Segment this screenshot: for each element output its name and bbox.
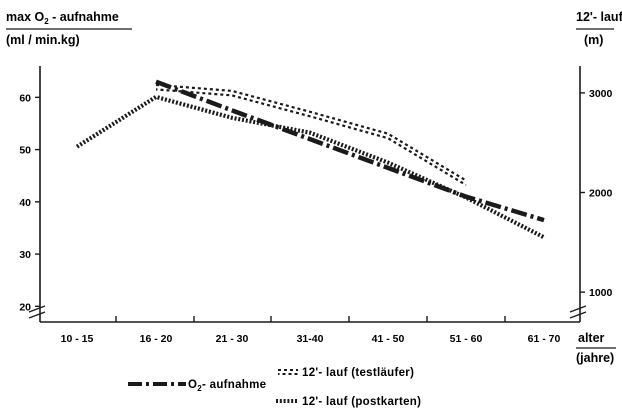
left-axis-ticks: 20 30 40 50 60 (19, 92, 40, 313)
legend-item-postkarten: 12'- lauf (postkarten) (276, 396, 421, 408)
left-tick-label: 50 (19, 145, 31, 157)
left-tick-label: 20 (19, 301, 31, 313)
right-axis-break (569, 305, 587, 313)
left-tick-label: 30 (19, 249, 31, 261)
x-tick-label: 16 - 20 (140, 333, 173, 345)
legend: 12'- lauf (testläufer) O2- aufnahme 12'-… (128, 367, 421, 408)
legend-item-o2: O2- aufnahme (128, 379, 266, 393)
right-tick-label: 3000 (589, 88, 613, 100)
x-axis-ticks: 10 - 15 16 - 20 21 - 30 31-40 41 - 50 51 - 60… (61, 316, 561, 345)
left-axis-break (28, 305, 46, 313)
x-tick-label: 21 - 30 (216, 333, 249, 345)
x-tick-label: 61 - 70 (528, 333, 561, 345)
right-axis-break (569, 311, 587, 319)
series-line-o2 (155, 79, 545, 223)
right-axis-unit: (m) (584, 33, 603, 47)
series-line-testlaeufer (155, 88, 467, 186)
right-tick-label: 1000 (589, 287, 613, 299)
series-line-testlaeufer (155, 83, 467, 182)
axis-break-marks (28, 305, 587, 319)
x-axis-title: alter (578, 331, 605, 345)
legend-item-testlaeufer: 12'- lauf (testläufer) (278, 367, 414, 379)
x-axis-unit: (jahre) (576, 351, 614, 365)
legend-label-testlaeufer: 12'- lauf (testläufer) (302, 367, 414, 379)
right-tick-label: 2000 (589, 188, 613, 200)
x-tick-label: 51 - 60 (450, 333, 483, 345)
left-axis-title: max O2 - aufnahme (6, 10, 119, 26)
legend-label-o2: O2- aufnahme (188, 379, 266, 393)
left-axis-break (28, 311, 46, 319)
left-tick-label: 40 (19, 197, 31, 209)
left-axis-unit: (ml / min.kg) (6, 33, 80, 47)
series-line-postkarten (75, 94, 545, 240)
left-tick-label: 60 (19, 92, 31, 104)
series-lines (75, 79, 545, 240)
legend-label-postkarten: 12'- lauf (postkarten) (302, 396, 421, 408)
x-tick-label: 41 - 50 (372, 333, 405, 345)
right-axis-ticks: 1000 2000 3000 (580, 88, 613, 299)
axes (39, 66, 581, 323)
x-tick-label: 10 - 15 (61, 333, 94, 345)
x-tick-label: 31-40 (297, 333, 324, 345)
right-axis-title: 12'- lauf (576, 10, 622, 24)
